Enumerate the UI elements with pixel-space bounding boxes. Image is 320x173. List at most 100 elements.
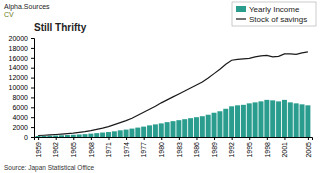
line	[38, 52, 308, 136]
tick-mark	[31, 48, 34, 49]
bar	[153, 124, 158, 137]
x-tick: 2001	[281, 137, 288, 158]
x-tick-label: 2001	[281, 142, 288, 158]
x-tick: 1983	[176, 137, 183, 158]
tick-mark	[73, 137, 74, 140]
x-tick-label: 1971	[105, 142, 112, 158]
y-tick-label: 10000	[9, 84, 29, 91]
tick-mark	[31, 58, 34, 59]
tick-mark	[144, 137, 145, 140]
bar	[182, 119, 187, 137]
x-tick: 1971	[105, 137, 112, 158]
tick-mark	[267, 137, 268, 140]
x-tick: 1974	[123, 137, 130, 158]
bar	[106, 132, 111, 137]
x-axis: 1959196219651968197119741977198019831986…	[35, 137, 313, 158]
bar	[129, 129, 134, 137]
x-tick-label: 1974	[123, 142, 130, 158]
bar	[112, 131, 117, 137]
tick-mark	[196, 137, 197, 140]
y-axis: 0 2000 4000 6000 8000 10000 12000 14000 16000 180…	[9, 35, 35, 141]
tick-mark	[249, 137, 250, 140]
x-tick: 1986	[193, 137, 200, 158]
bar	[171, 121, 176, 137]
y-tick: 18000	[9, 45, 34, 52]
bar	[88, 134, 93, 137]
x-tick-label: 1977	[140, 142, 147, 158]
x-tick: 1989	[211, 137, 218, 158]
tick-mark	[108, 137, 109, 140]
tick-mark	[214, 137, 215, 140]
y-tick-label: 16000	[9, 55, 29, 62]
bar	[59, 135, 64, 137]
bar	[258, 101, 263, 137]
x-tick: 1959	[35, 137, 42, 158]
tick-mark	[31, 78, 34, 79]
y-tick: 20000	[9, 35, 34, 42]
x-tick-label: 1962	[52, 142, 59, 158]
tick-mark	[161, 137, 162, 140]
bar	[118, 130, 123, 137]
tick-mark	[284, 137, 285, 140]
x-tick-label: 1995	[246, 142, 253, 158]
y-tick: 2000	[12, 124, 34, 131]
x-tick: 1998	[264, 137, 271, 158]
x-tick-label: 1965	[70, 142, 77, 158]
plot-area: 1959196219651968197119741977198019831986…	[9, 35, 313, 158]
annotation: CV	[4, 11, 14, 18]
y-tick: 16000	[9, 55, 34, 62]
legend-item: Stock of savings	[236, 15, 307, 24]
axis-domain	[35, 138, 313, 141]
bar	[206, 115, 211, 137]
legend-label: Stock of savings	[249, 15, 307, 24]
y-tick-label: 14000	[9, 64, 29, 71]
annotation: Alpha.Sources	[4, 3, 50, 11]
tick-mark	[56, 137, 57, 140]
y-tick: 14000	[9, 64, 34, 71]
bar	[176, 120, 181, 137]
bar	[159, 123, 164, 137]
legend-label: Yearly Income	[249, 5, 300, 14]
bar	[65, 135, 70, 137]
legend-frame	[232, 2, 316, 26]
y-tick-label: 20000	[9, 35, 29, 42]
bar	[147, 125, 152, 137]
tick-mark	[31, 38, 34, 39]
y-tick: 0	[24, 134, 34, 141]
y-tick: 10000	[9, 84, 34, 91]
y-tick-label: 12000	[9, 74, 29, 81]
marks	[36, 52, 311, 137]
bar	[294, 103, 299, 137]
bar	[83, 134, 88, 137]
bar	[200, 116, 205, 137]
bar	[53, 136, 58, 137]
y-tick-label: 2000	[12, 124, 28, 131]
bar	[100, 133, 105, 137]
tick-mark	[31, 127, 34, 128]
x-tick-label: 1968	[88, 142, 95, 158]
x-tick-label: 1998	[264, 142, 271, 158]
bar	[135, 128, 140, 137]
bar	[305, 105, 310, 137]
bar	[223, 109, 228, 137]
bar	[212, 113, 217, 137]
y-tick-label: 4000	[12, 114, 28, 121]
y-tick-label: 6000	[12, 104, 28, 111]
y-tick: 8000	[12, 94, 34, 101]
bar	[94, 133, 99, 137]
y-tick: 4000	[12, 114, 34, 121]
tick-mark	[126, 137, 127, 140]
bar	[235, 105, 240, 137]
x-tick-label: 1983	[176, 142, 183, 158]
y-tick-label: 0	[24, 134, 28, 141]
x-tick: 1962	[52, 137, 59, 158]
y-tick: 12000	[9, 74, 34, 81]
bar	[141, 127, 146, 137]
bar	[241, 105, 246, 137]
bar	[47, 136, 52, 137]
tick-mark	[31, 107, 34, 108]
bar	[194, 117, 199, 137]
tick-mark	[31, 68, 34, 69]
bar	[217, 111, 222, 137]
bar	[253, 102, 258, 137]
